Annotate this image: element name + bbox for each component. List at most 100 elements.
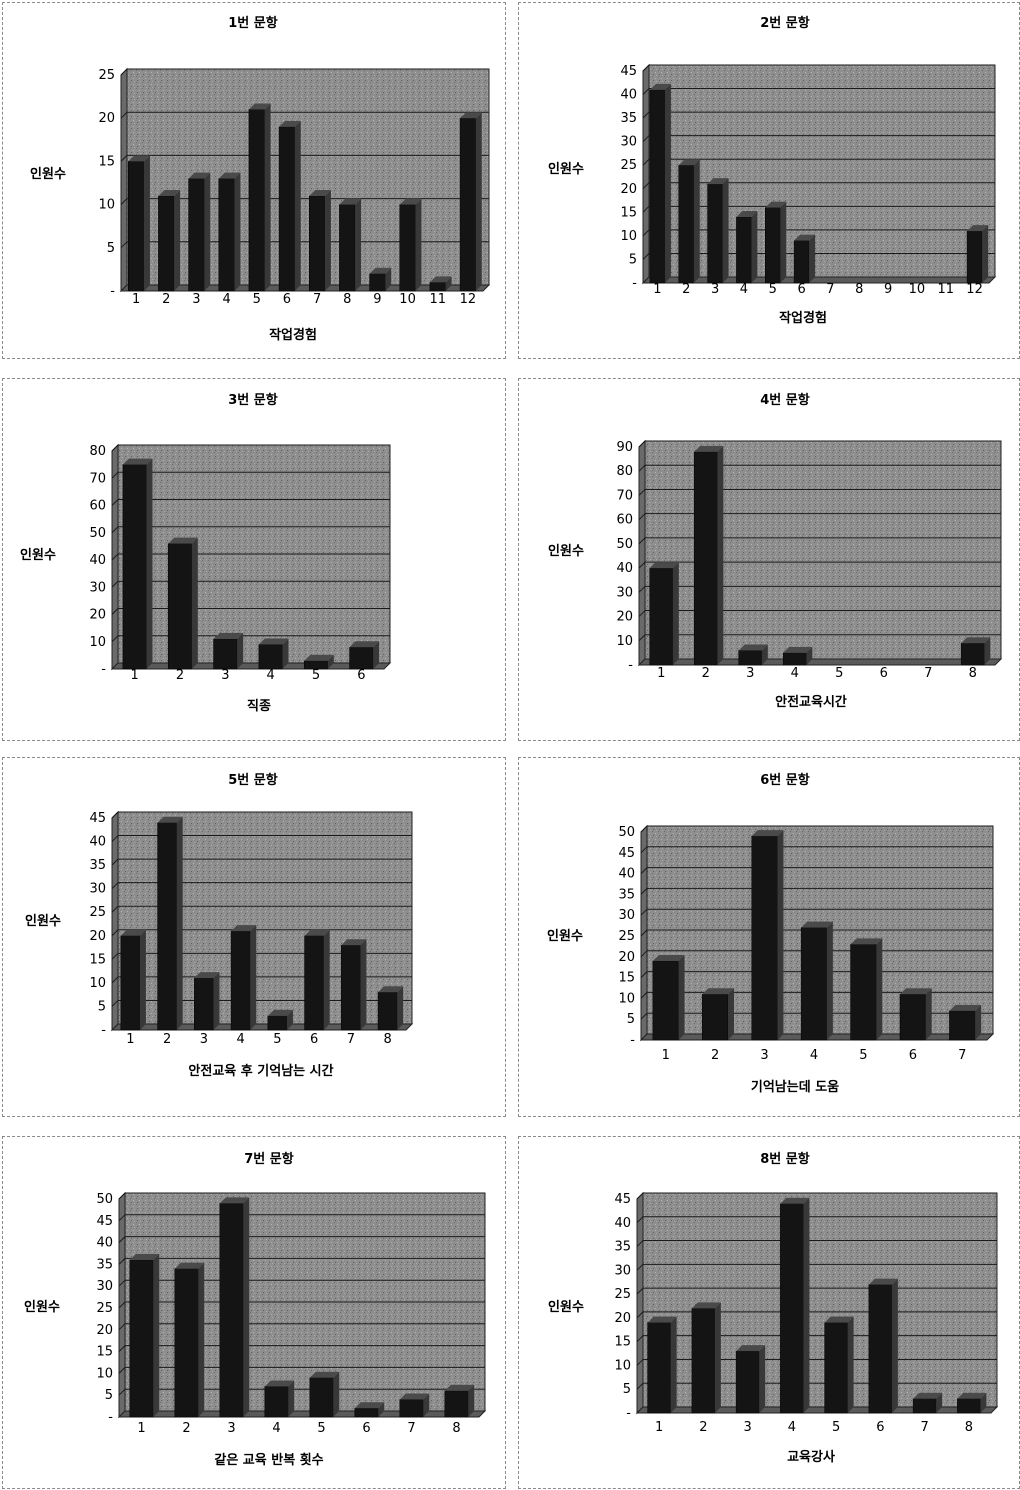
x-tick-label: 5 (769, 282, 777, 297)
gridline-side (111, 858, 119, 866)
bar-side (826, 921, 833, 1040)
bar-top (780, 1197, 810, 1204)
y-tick-label: - (110, 284, 115, 299)
y-tick-label: 35 (96, 1257, 113, 1272)
y-tick-label: 20 (98, 111, 115, 126)
y-tick-label: - (108, 1410, 113, 1425)
gridline-side (638, 464, 646, 472)
bar-6 (793, 240, 810, 284)
bar-top (868, 1278, 898, 1285)
y-tick-label: 60 (616, 513, 633, 528)
plot-area (117, 1191, 487, 1419)
x-axis-label: 직종 (247, 698, 271, 714)
x-axis-label: 안전교육 후 기억남는 시간 (188, 1063, 333, 1079)
bar-side (373, 641, 380, 669)
bar-side (294, 120, 301, 291)
y-tick-label: 10 (89, 635, 106, 650)
plot-area (119, 67, 491, 293)
y-axis-label: 인원수 (547, 928, 583, 944)
floor (110, 1023, 414, 1031)
bar-1 (652, 960, 679, 1041)
bar-side (213, 972, 220, 1030)
y-tick-label: 5 (105, 1388, 113, 1403)
bar-top (913, 1392, 943, 1399)
gridline-side (638, 537, 646, 545)
x-tick-label: 7 (958, 1048, 966, 1063)
gridline-side (642, 135, 650, 143)
y-axis-label: 인원수 (548, 161, 584, 177)
y-tick-label: 35 (620, 111, 637, 126)
y-tick-label: 80 (616, 464, 633, 479)
gridline-side (636, 1287, 644, 1295)
bar-4 (800, 927, 828, 1041)
bar-top (429, 276, 452, 283)
bar-side (397, 986, 404, 1030)
y-tick-label: 30 (89, 580, 106, 595)
bar-side (714, 1302, 721, 1413)
gridline-side (111, 471, 119, 479)
y-tick-label: 45 (618, 846, 635, 861)
gridline-side (636, 1359, 644, 1366)
bar-side (761, 644, 768, 665)
y-tick-label: 30 (618, 908, 635, 923)
floor (637, 658, 1003, 666)
x-tick-label: 8 (969, 666, 977, 681)
plot-area (641, 63, 997, 285)
y-tick-label: - (630, 1033, 635, 1048)
gridline-side (640, 846, 648, 854)
bar-side (722, 178, 729, 283)
x-tick-label: 12 (460, 292, 477, 307)
y-tick-label: 5 (623, 1382, 631, 1397)
gridline-side (642, 229, 650, 237)
bar-7 (949, 1010, 976, 1041)
back-wall (648, 64, 996, 278)
y-tick-label: 25 (96, 1301, 113, 1316)
bar-side (672, 562, 679, 665)
x-tick-label: 6 (283, 292, 291, 307)
bar-side (264, 103, 271, 291)
bar-4 (782, 652, 807, 666)
left-wall (642, 63, 650, 285)
gridline-side (120, 241, 128, 249)
bar-side (693, 159, 700, 283)
x-tick-label: 3 (192, 292, 200, 307)
bar-4 (258, 644, 283, 670)
x-axis-label: 교육강사 (787, 1449, 835, 1465)
bar-top (369, 267, 392, 274)
x-tick-label: 1 (662, 1048, 670, 1063)
bar-top (128, 155, 150, 162)
y-tick-label: 35 (614, 1240, 631, 1255)
x-tick-label: 8 (965, 1420, 973, 1435)
gridline-side (111, 444, 119, 452)
gridline-side (638, 513, 646, 521)
gridline-side (118, 1258, 126, 1265)
gridline-side (120, 68, 128, 76)
bar-side (423, 1393, 430, 1417)
gridline-side (118, 1345, 126, 1352)
plot-area (639, 824, 995, 1042)
x-tick-label: 5 (253, 292, 261, 307)
y-axis-label: 인원수 (24, 1299, 60, 1315)
bar-3 (219, 1203, 244, 1418)
y-tick-label: 50 (618, 825, 635, 840)
gridline-side (638, 585, 646, 593)
bar-top (304, 929, 330, 936)
y-tick-label: 25 (618, 929, 635, 944)
x-tick-label: 3 (746, 666, 754, 681)
x-tick-label: 11 (429, 292, 446, 307)
bar-7 (341, 944, 361, 1031)
bar-5 (850, 944, 877, 1041)
bar-1 (122, 464, 147, 670)
bar-8 (377, 992, 398, 1031)
bar-4 (218, 178, 235, 292)
x-tick-label: 3 (743, 1420, 751, 1435)
gridline-side (636, 1216, 644, 1224)
bar-top (707, 178, 729, 185)
bar-side (323, 929, 330, 1030)
x-tick-label: 6 (310, 1032, 318, 1047)
bar-side (176, 816, 183, 1030)
bar-side (250, 925, 257, 1030)
bar-top (738, 644, 768, 651)
y-tick-label: 50 (89, 526, 106, 541)
